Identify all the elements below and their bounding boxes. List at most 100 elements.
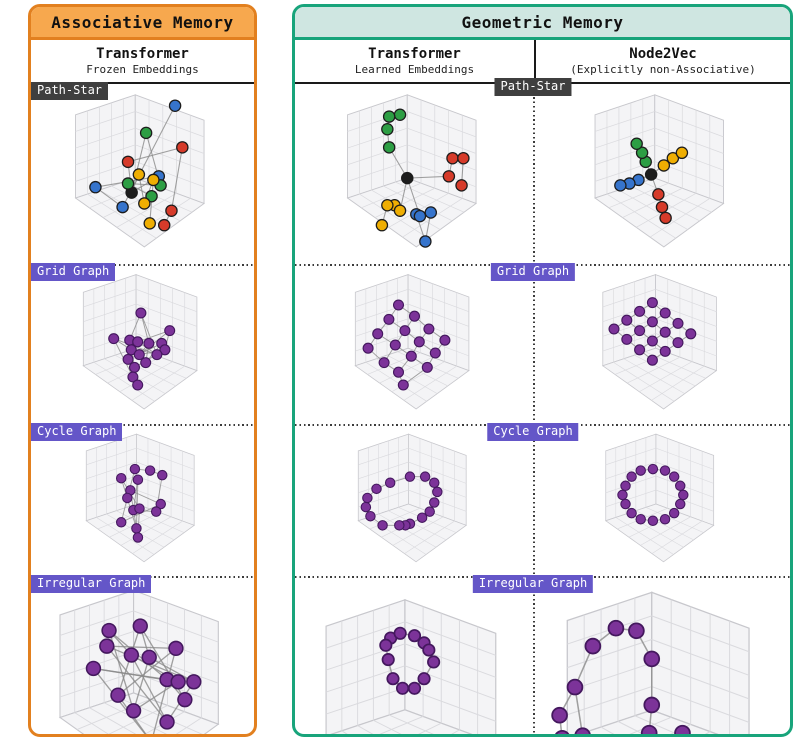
graph-node	[125, 344, 137, 356]
row-irregular-graph: Irregular Graph	[31, 575, 254, 734]
grid-line	[654, 111, 724, 138]
graph-node	[646, 354, 658, 366]
plot-geo-n2v-path-star	[594, 94, 725, 248]
grid-line	[359, 193, 429, 239]
graph-node	[378, 357, 390, 369]
graph-node	[392, 366, 405, 378]
grid-line	[654, 144, 724, 171]
graph-node	[621, 314, 633, 326]
grid-line	[640, 516, 691, 546]
graph-node	[122, 492, 133, 504]
graph-node	[139, 126, 153, 140]
grid-line	[358, 447, 409, 466]
graph-node	[99, 638, 115, 654]
graph-node	[647, 463, 659, 475]
graph-node	[155, 498, 166, 510]
grid-line	[347, 127, 408, 149]
graph-node	[132, 379, 144, 391]
grid-line	[135, 289, 198, 313]
graph-node	[379, 638, 393, 652]
graph-node	[140, 357, 152, 369]
column-header-node2vec: Node2Vec (Explicitly non-Associative)	[534, 40, 790, 82]
grid-line	[649, 198, 710, 238]
axes-pane	[82, 347, 198, 410]
grid-line	[618, 189, 688, 230]
grid-line	[594, 111, 655, 132]
grid-line	[651, 686, 750, 723]
plot-geo-n2v-grid	[601, 274, 718, 410]
graph-edge	[132, 657, 150, 711]
graph-node	[419, 471, 431, 482]
grid-line	[398, 507, 457, 533]
graph-node	[566, 678, 584, 696]
graph-node	[659, 345, 671, 357]
grid-line	[83, 318, 137, 337]
geometric-memory-title: Geometric Memory	[295, 7, 790, 40]
graph-node	[383, 313, 395, 325]
grid-line	[651, 662, 750, 700]
graph-node	[157, 218, 171, 232]
left-plot-rows: Path-Star Grid Graph Cycle Graph Irregul…	[31, 82, 254, 734]
grid-line	[605, 475, 657, 494]
grid-line	[59, 672, 134, 698]
grid-line	[86, 475, 137, 494]
graph-node	[455, 179, 468, 192]
row-cycle-graph: Cycle Graph	[31, 423, 254, 577]
graph-node	[630, 137, 643, 150]
graph-node	[439, 334, 451, 346]
graph-node	[643, 696, 661, 714]
axes-pane	[604, 503, 715, 563]
grid-line	[93, 362, 155, 402]
graph-node	[659, 307, 671, 319]
grid-line	[75, 127, 136, 149]
row-path-star: Path-Star	[31, 82, 254, 265]
grid-line	[325, 621, 406, 649]
graph-node	[413, 336, 425, 348]
graph-node	[644, 168, 658, 181]
associative-memory-panel: Associative Memory Transformer Frozen Em…	[28, 4, 257, 737]
graph-node	[442, 170, 456, 183]
graph-node	[186, 674, 202, 690]
grid-line	[407, 318, 470, 342]
row-path-star: Path-Star	[295, 78, 790, 265]
graph-node	[164, 325, 176, 337]
graph-node	[614, 179, 627, 192]
graph-node	[652, 188, 665, 201]
row-badge-irregular-graph: Irregular Graph	[31, 575, 152, 593]
grid-line	[408, 447, 467, 470]
grid-line	[365, 362, 427, 402]
graph-node	[121, 155, 135, 169]
graph-edge	[140, 312, 158, 355]
grid-line	[130, 198, 191, 238]
graph-node	[115, 472, 127, 484]
graph-node	[108, 333, 120, 345]
grid-line	[408, 461, 467, 484]
grid-line	[404, 687, 496, 722]
grid-line	[404, 621, 496, 656]
grid-line	[622, 187, 683, 218]
grid-line	[358, 475, 409, 494]
graph-node	[584, 637, 602, 655]
grid-line	[614, 352, 668, 375]
graph-node	[646, 297, 658, 309]
cell-geo-tf-path-star	[295, 84, 534, 265]
graph-edge	[407, 175, 449, 179]
grid-line	[119, 361, 173, 392]
graph-node	[382, 141, 396, 154]
graph-node	[168, 640, 184, 657]
graph-node	[422, 643, 436, 657]
grid-line	[96, 517, 155, 555]
graph-node	[634, 325, 646, 337]
graph-node	[429, 347, 441, 359]
graph-node	[132, 618, 148, 634]
graph-node	[159, 344, 171, 356]
grid-line	[602, 289, 656, 308]
right-plot-rows: Path-Star Grid Graph Cycle Graph	[295, 78, 790, 734]
grid-line	[83, 289, 137, 308]
graph-node	[429, 477, 440, 489]
graph-node	[127, 371, 139, 383]
grid-line	[133, 610, 219, 643]
plot-assoc-path-star	[74, 94, 205, 248]
graph-node	[432, 486, 443, 498]
